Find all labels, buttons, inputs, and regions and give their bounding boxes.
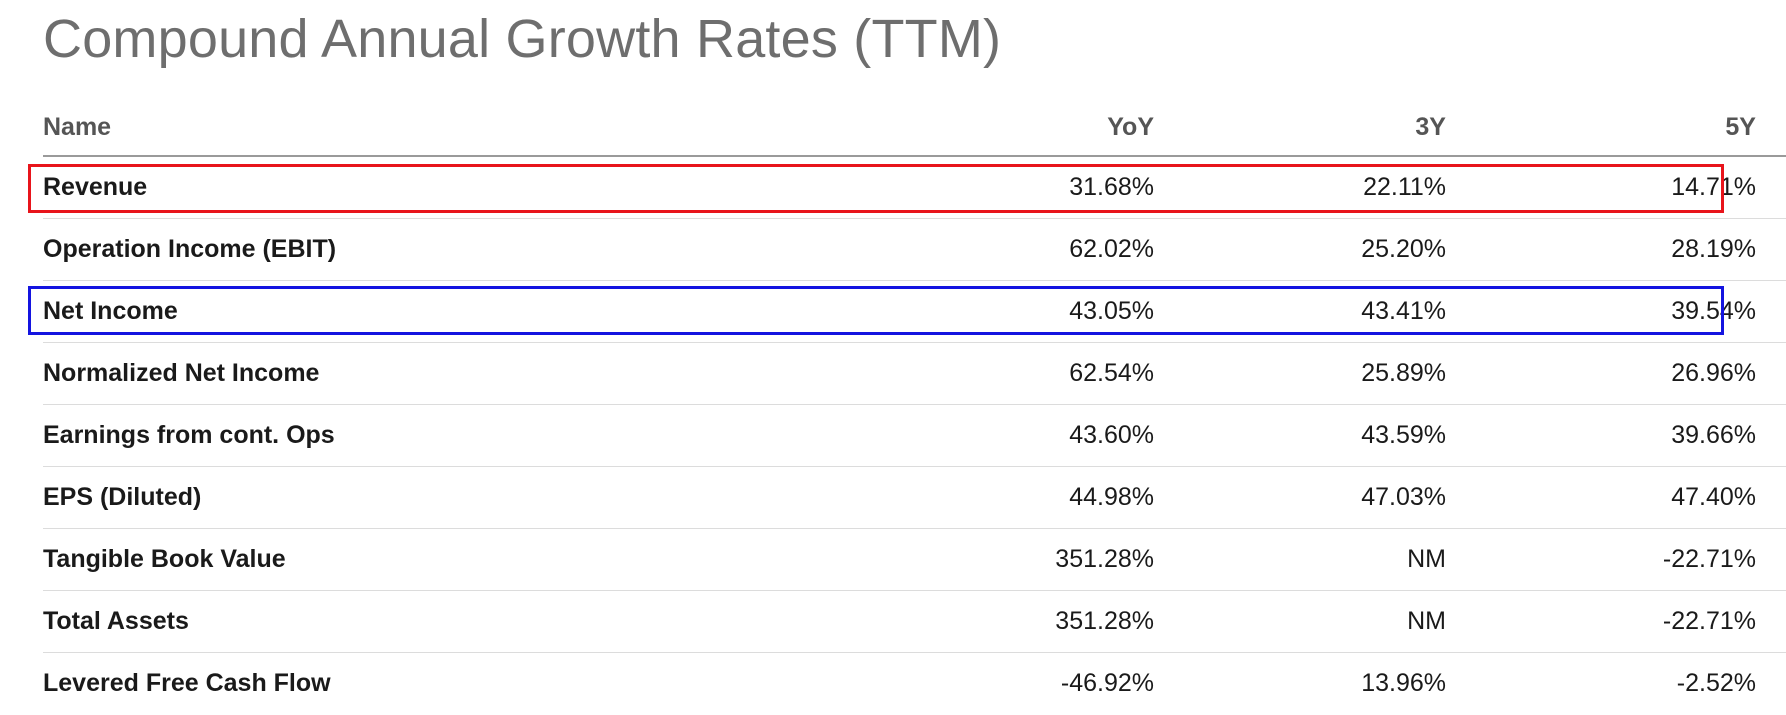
row-5y-value: 14.71% [1671,173,1756,201]
row-5y-value: 39.66% [1671,421,1756,449]
row-5y-value: 47.40% [1671,483,1756,511]
growth-rates-table: Name YoY 3Y 5Y Revenue 31.68% 22.11% 14.… [43,100,1786,714]
row-5y-value: -22.71% [1662,607,1756,635]
row-yoy-value: 31.68% [1069,173,1154,201]
row-3y-value: NM [1407,607,1446,635]
row-yoy-value: 43.60% [1069,421,1154,449]
row-name: Total Assets [43,607,189,635]
row-3y-value: 22.11% [1363,173,1446,201]
row-yoy-value: -46.92% [1060,669,1154,697]
table-row: Levered Free Cash Flow -46.92% 13.96% -2… [43,653,1786,714]
row-5y-value: 39.54% [1671,297,1756,325]
row-yoy-value: 44.98% [1069,483,1154,511]
row-name: Operation Income (EBIT) [43,235,337,263]
row-3y-value: 43.41% [1361,297,1446,325]
row-5y-value: 28.19% [1671,235,1756,263]
table-row: EPS (Diluted) 44.98% 47.03% 47.40% [43,467,1786,529]
row-yoy-value: 351.28% [1055,607,1154,635]
row-5y-value: -2.52% [1676,669,1756,697]
row-yoy-value: 43.05% [1069,297,1154,325]
table-row: Tangible Book Value 351.28% NM -22.71% [43,529,1786,591]
row-yoy-value: 351.28% [1055,545,1154,573]
table-row: Net Income 43.05% 43.41% 39.54% [43,281,1786,343]
column-header-name[interactable]: Name [43,113,112,141]
row-name: Earnings from cont. Ops [43,421,335,449]
table-header: Name YoY 3Y 5Y [43,100,1786,157]
table-row: Operation Income (EBIT) 62.02% 25.20% 28… [43,219,1786,281]
row-3y-value: 47.03% [1361,483,1446,511]
row-3y-value: 43.59% [1361,421,1446,449]
column-header-3y[interactable]: 3Y [1415,113,1446,141]
row-yoy-value: 62.54% [1069,359,1154,387]
table-row: Revenue 31.68% 22.11% 14.71% [43,157,1786,219]
page-title: Compound Annual Growth Rates (TTM) [43,9,1002,69]
row-name: Tangible Book Value [43,545,286,573]
row-5y-value: -22.71% [1662,545,1756,573]
row-3y-value: 25.89% [1361,359,1446,387]
table-row: Total Assets 351.28% NM -22.71% [43,591,1786,653]
table-row: Normalized Net Income 62.54% 25.89% 26.9… [43,343,1786,405]
row-name: Normalized Net Income [43,359,320,387]
column-header-yoy[interactable]: YoY [1107,113,1154,141]
row-3y-value: NM [1407,545,1446,573]
row-name: EPS (Diluted) [43,483,202,511]
row-3y-value: 13.96% [1361,669,1446,697]
row-name: Levered Free Cash Flow [43,669,331,697]
row-name: Net Income [43,297,178,325]
row-3y-value: 25.20% [1361,235,1446,263]
row-name: Revenue [43,173,148,201]
row-5y-value: 26.96% [1671,359,1756,387]
row-yoy-value: 62.02% [1069,235,1154,263]
column-header-5y[interactable]: 5Y [1725,113,1756,141]
table-row: Earnings from cont. Ops 43.60% 43.59% 39… [43,405,1786,467]
